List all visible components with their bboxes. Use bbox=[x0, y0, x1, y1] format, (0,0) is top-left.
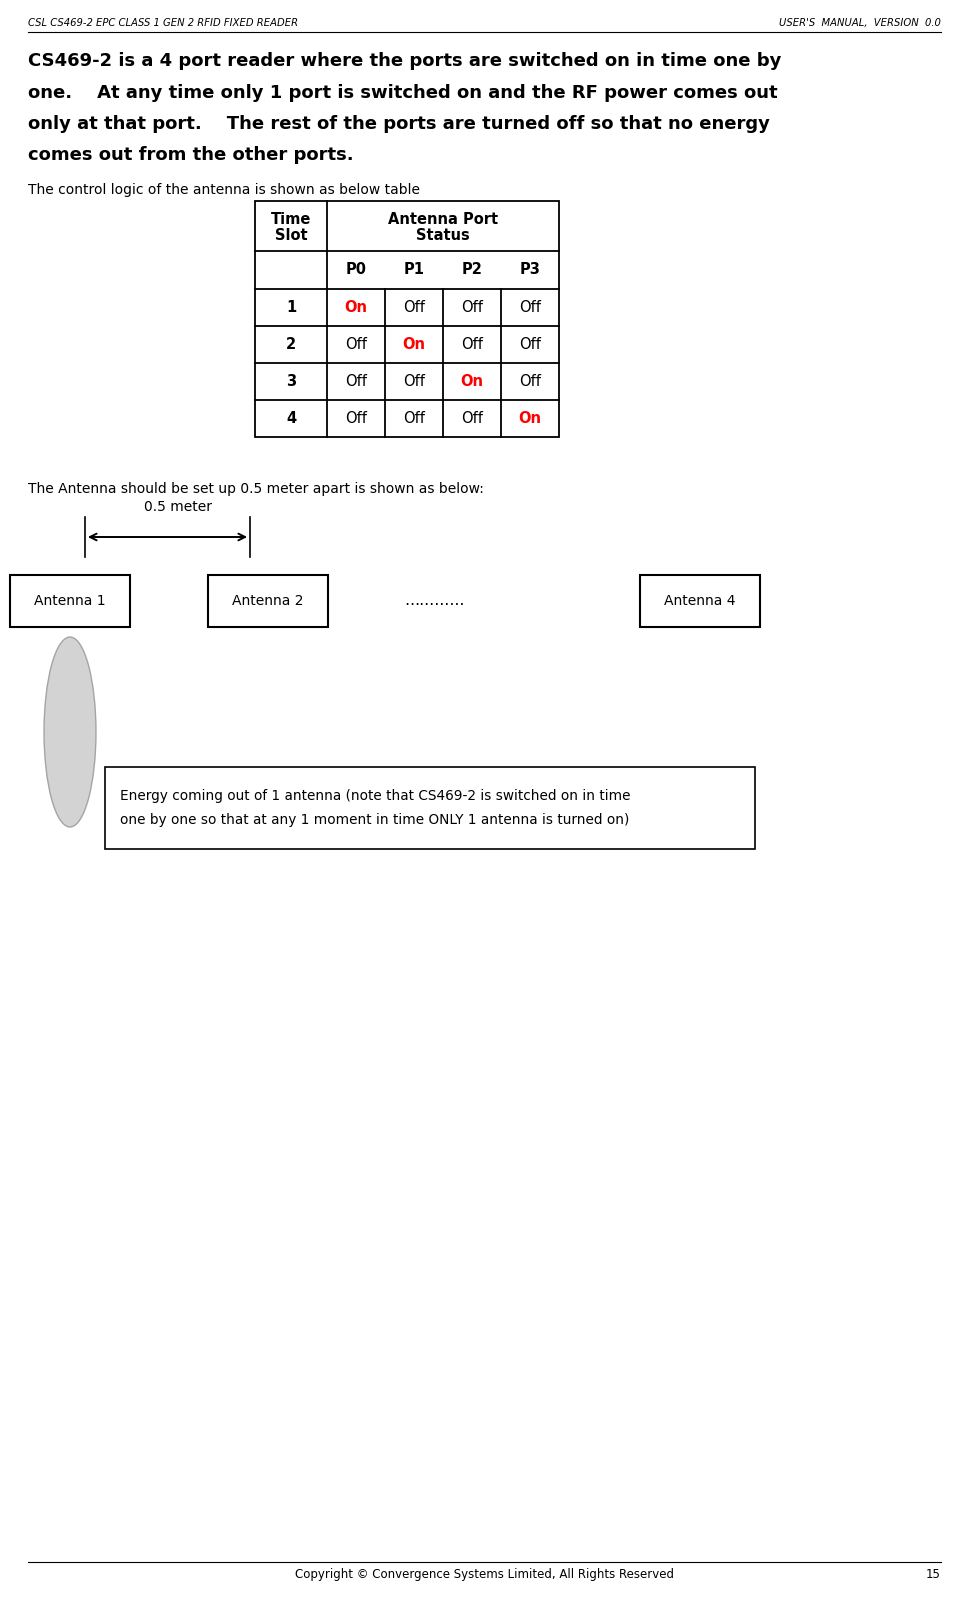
Text: 3: 3 bbox=[286, 374, 297, 389]
Text: one by one so that at any 1 moment in time ONLY 1 antenna is turned on): one by one so that at any 1 moment in ti… bbox=[120, 813, 630, 827]
Text: The control logic of the antenna is shown as below table: The control logic of the antenna is show… bbox=[28, 182, 420, 197]
Text: …………: ………… bbox=[405, 594, 465, 608]
Text: Off: Off bbox=[461, 411, 483, 426]
Text: Off: Off bbox=[345, 374, 367, 389]
Text: P2: P2 bbox=[461, 262, 483, 277]
Bar bbox=[208, 574, 328, 627]
Text: 1: 1 bbox=[286, 301, 297, 315]
Text: P1: P1 bbox=[403, 262, 424, 277]
Text: Time: Time bbox=[270, 213, 311, 227]
Ellipse shape bbox=[44, 637, 96, 827]
Text: On: On bbox=[402, 338, 425, 352]
Text: Off: Off bbox=[519, 338, 541, 352]
Text: Antenna 4: Antenna 4 bbox=[665, 594, 735, 608]
Text: On: On bbox=[345, 301, 367, 315]
Text: Off: Off bbox=[403, 374, 425, 389]
Text: Copyright © Convergence Systems Limited, All Rights Reserved: Copyright © Convergence Systems Limited,… bbox=[295, 1568, 674, 1581]
Text: On: On bbox=[518, 411, 542, 426]
Text: Off: Off bbox=[345, 411, 367, 426]
Bar bbox=[105, 766, 755, 850]
Text: only at that port.    The rest of the ports are turned off so that no energy: only at that port. The rest of the ports… bbox=[28, 115, 770, 133]
Bar bbox=[640, 574, 760, 627]
Text: Slot: Slot bbox=[274, 229, 307, 243]
Text: Off: Off bbox=[345, 338, 367, 352]
Text: CSL CS469-2 EPC CLASS 1 GEN 2 RFID FIXED READER: CSL CS469-2 EPC CLASS 1 GEN 2 RFID FIXED… bbox=[28, 18, 298, 27]
Text: Off: Off bbox=[461, 301, 483, 315]
Bar bbox=[10, 574, 130, 627]
Text: P0: P0 bbox=[346, 262, 366, 277]
Text: Off: Off bbox=[519, 374, 541, 389]
Text: Off: Off bbox=[403, 301, 425, 315]
Text: Antenna 1: Antenna 1 bbox=[34, 594, 106, 608]
Text: one.    At any time only 1 port is switched on and the RF power comes out: one. At any time only 1 port is switched… bbox=[28, 83, 778, 101]
Text: Off: Off bbox=[519, 301, 541, 315]
Text: CS469-2 is a 4 port reader where the ports are switched on in time one by: CS469-2 is a 4 port reader where the por… bbox=[28, 51, 781, 70]
Text: Antenna Port: Antenna Port bbox=[388, 213, 498, 227]
Text: 2: 2 bbox=[286, 338, 297, 352]
Text: USER'S  MANUAL,  VERSION  0.0: USER'S MANUAL, VERSION 0.0 bbox=[779, 18, 941, 27]
Text: P3: P3 bbox=[519, 262, 541, 277]
Text: Antenna 2: Antenna 2 bbox=[233, 594, 303, 608]
Bar bbox=[255, 202, 559, 437]
Text: 15: 15 bbox=[926, 1568, 941, 1581]
Text: On: On bbox=[460, 374, 484, 389]
Text: The Antenna should be set up 0.5 meter apart is shown as below:: The Antenna should be set up 0.5 meter a… bbox=[28, 482, 484, 496]
Text: comes out from the other ports.: comes out from the other ports. bbox=[28, 147, 354, 165]
Text: 4: 4 bbox=[286, 411, 297, 426]
Text: Off: Off bbox=[461, 338, 483, 352]
Text: Status: Status bbox=[416, 229, 470, 243]
Text: Energy coming out of 1 antenna (note that CS469-2 is switched on in time: Energy coming out of 1 antenna (note tha… bbox=[120, 789, 631, 803]
Text: 0.5 meter: 0.5 meter bbox=[143, 499, 211, 514]
Text: Off: Off bbox=[403, 411, 425, 426]
